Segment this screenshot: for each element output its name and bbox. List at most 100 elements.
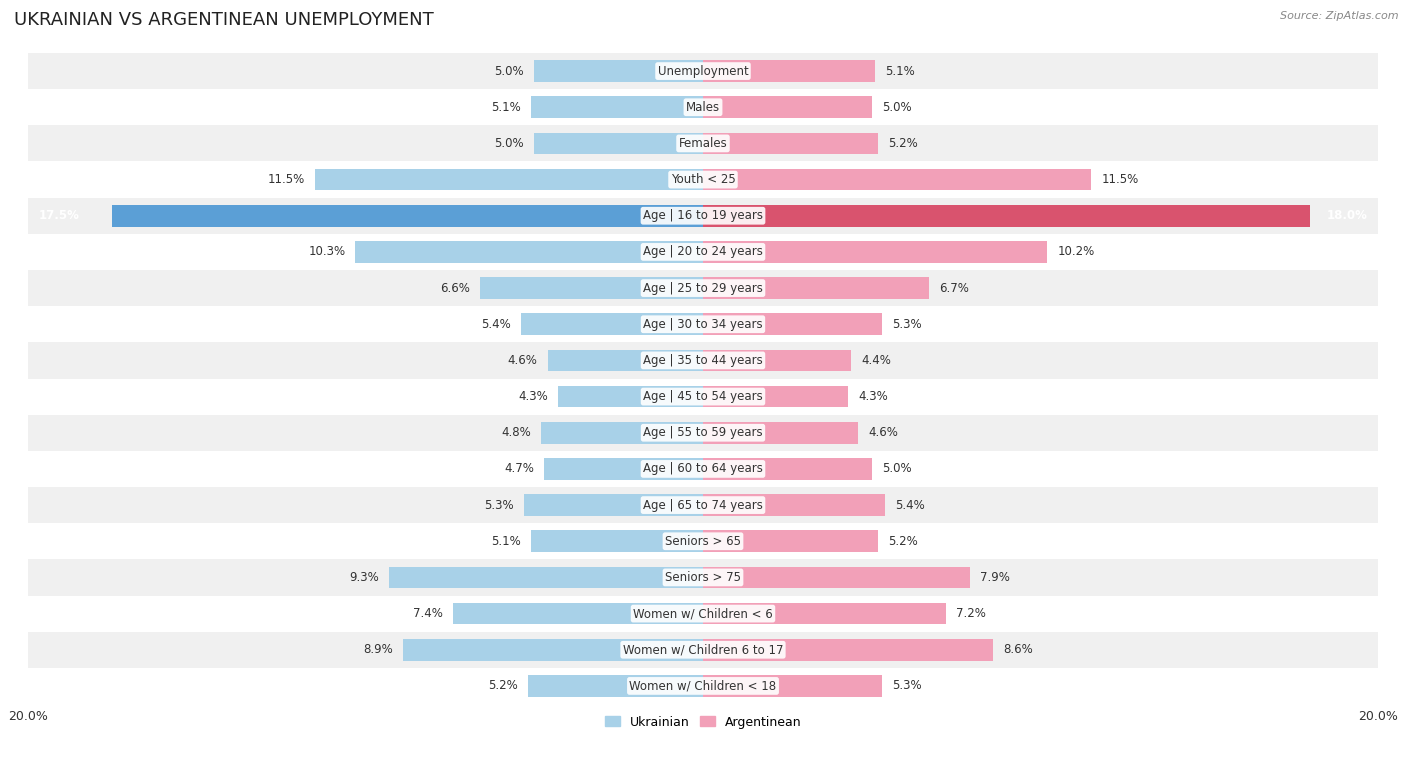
Text: 5.0%: 5.0% — [495, 64, 524, 77]
Bar — [703, 241, 1047, 263]
Bar — [28, 523, 1378, 559]
Text: 5.0%: 5.0% — [882, 101, 911, 114]
Bar — [28, 378, 1378, 415]
Text: 11.5%: 11.5% — [267, 173, 305, 186]
Bar — [703, 531, 879, 552]
Text: 6.6%: 6.6% — [440, 282, 470, 294]
Bar — [315, 169, 703, 191]
Bar — [28, 631, 1378, 668]
Text: Age | 30 to 34 years: Age | 30 to 34 years — [643, 318, 763, 331]
Bar — [548, 350, 703, 371]
Text: 4.4%: 4.4% — [862, 354, 891, 367]
Bar — [112, 205, 703, 226]
Bar — [28, 668, 1378, 704]
Bar — [28, 53, 1378, 89]
Text: Seniors > 75: Seniors > 75 — [665, 571, 741, 584]
Bar — [389, 566, 703, 588]
Bar — [453, 603, 703, 625]
Bar — [28, 161, 1378, 198]
Bar — [703, 386, 848, 407]
Text: 4.6%: 4.6% — [508, 354, 537, 367]
Text: 7.4%: 7.4% — [413, 607, 443, 620]
Text: 5.2%: 5.2% — [889, 534, 918, 548]
Bar — [28, 487, 1378, 523]
Text: 6.7%: 6.7% — [939, 282, 969, 294]
Bar — [703, 494, 886, 516]
Text: Age | 55 to 59 years: Age | 55 to 59 years — [643, 426, 763, 439]
Text: 8.6%: 8.6% — [1004, 643, 1033, 656]
Text: 10.2%: 10.2% — [1057, 245, 1094, 258]
Text: 17.5%: 17.5% — [38, 209, 79, 223]
Text: 11.5%: 11.5% — [1101, 173, 1139, 186]
Text: Age | 20 to 24 years: Age | 20 to 24 years — [643, 245, 763, 258]
Bar — [28, 89, 1378, 126]
Bar — [703, 132, 879, 154]
Text: 5.0%: 5.0% — [882, 463, 911, 475]
Text: 7.9%: 7.9% — [980, 571, 1010, 584]
Bar — [534, 61, 703, 82]
Text: 5.2%: 5.2% — [488, 680, 517, 693]
Bar — [28, 342, 1378, 378]
Bar — [703, 350, 852, 371]
Bar — [703, 313, 882, 335]
Text: 4.3%: 4.3% — [517, 390, 548, 403]
Text: UKRAINIAN VS ARGENTINEAN UNEMPLOYMENT: UKRAINIAN VS ARGENTINEAN UNEMPLOYMENT — [14, 11, 434, 30]
Text: Age | 45 to 54 years: Age | 45 to 54 years — [643, 390, 763, 403]
Text: 4.7%: 4.7% — [505, 463, 534, 475]
Text: 5.4%: 5.4% — [481, 318, 510, 331]
Bar — [703, 639, 993, 661]
Bar — [703, 277, 929, 299]
Text: Age | 35 to 44 years: Age | 35 to 44 years — [643, 354, 763, 367]
Bar — [28, 270, 1378, 306]
Text: 10.3%: 10.3% — [308, 245, 346, 258]
Bar — [544, 458, 703, 480]
Bar — [28, 126, 1378, 161]
Legend: Ukrainian, Argentinean: Ukrainian, Argentinean — [600, 711, 806, 734]
Bar — [28, 559, 1378, 596]
Text: Women w/ Children 6 to 17: Women w/ Children 6 to 17 — [623, 643, 783, 656]
Text: 4.3%: 4.3% — [858, 390, 889, 403]
Bar — [524, 494, 703, 516]
Text: 7.2%: 7.2% — [956, 607, 986, 620]
Text: 4.6%: 4.6% — [869, 426, 898, 439]
Bar — [28, 451, 1378, 487]
Text: Unemployment: Unemployment — [658, 64, 748, 77]
Bar — [703, 458, 872, 480]
Text: 5.1%: 5.1% — [491, 101, 520, 114]
Text: Males: Males — [686, 101, 720, 114]
Text: Youth < 25: Youth < 25 — [671, 173, 735, 186]
Text: 4.8%: 4.8% — [501, 426, 531, 439]
Bar — [531, 96, 703, 118]
Text: 5.3%: 5.3% — [485, 499, 515, 512]
Bar — [703, 61, 875, 82]
Text: Age | 65 to 74 years: Age | 65 to 74 years — [643, 499, 763, 512]
Bar — [531, 531, 703, 552]
Text: Seniors > 65: Seniors > 65 — [665, 534, 741, 548]
Bar — [28, 198, 1378, 234]
Text: 5.4%: 5.4% — [896, 499, 925, 512]
Bar — [703, 675, 882, 696]
Bar — [28, 306, 1378, 342]
Bar — [481, 277, 703, 299]
Bar — [356, 241, 703, 263]
Text: Source: ZipAtlas.com: Source: ZipAtlas.com — [1281, 11, 1399, 21]
Text: Age | 25 to 29 years: Age | 25 to 29 years — [643, 282, 763, 294]
Text: 5.2%: 5.2% — [889, 137, 918, 150]
Text: 5.0%: 5.0% — [495, 137, 524, 150]
Text: Women w/ Children < 6: Women w/ Children < 6 — [633, 607, 773, 620]
Bar — [703, 96, 872, 118]
Text: 5.1%: 5.1% — [491, 534, 520, 548]
Text: 5.1%: 5.1% — [886, 64, 915, 77]
Bar — [28, 596, 1378, 631]
Text: Age | 60 to 64 years: Age | 60 to 64 years — [643, 463, 763, 475]
Bar — [541, 422, 703, 444]
Bar — [703, 422, 858, 444]
Bar — [703, 603, 946, 625]
Bar — [28, 415, 1378, 451]
Text: 9.3%: 9.3% — [349, 571, 380, 584]
Text: Women w/ Children < 18: Women w/ Children < 18 — [630, 680, 776, 693]
Bar — [520, 313, 703, 335]
Bar — [28, 234, 1378, 270]
Bar — [527, 675, 703, 696]
Text: 18.0%: 18.0% — [1327, 209, 1368, 223]
